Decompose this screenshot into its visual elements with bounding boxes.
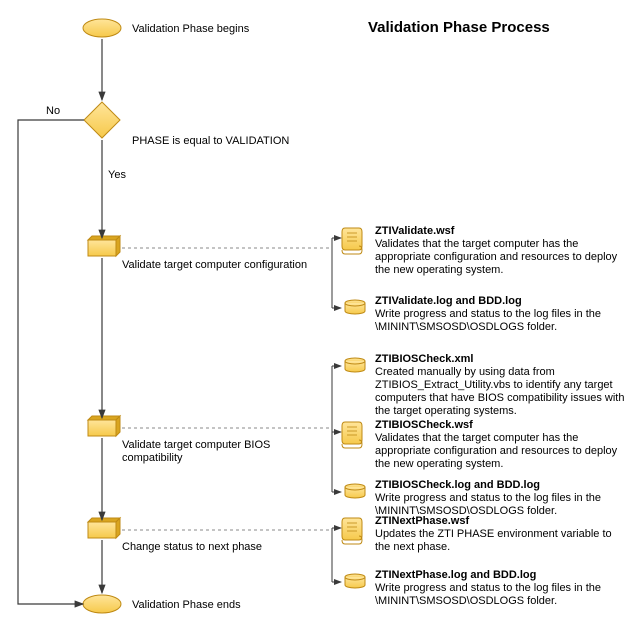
loopback-edge — [18, 120, 84, 604]
svg-text:Validation Phase Process: Validation Phase Process — [368, 19, 550, 36]
scroll-icon — [342, 422, 362, 448]
svg-text:No: No — [46, 105, 60, 117]
svg-text:Validate target computer BIOSc: Validate target computer BIOScompatibili… — [122, 439, 270, 464]
svg-text:ZTIBIOSCheck.xml: ZTIBIOSCheck.xml — [375, 353, 473, 365]
process: Validate target computer BIOScompatibili… — [88, 416, 270, 464]
svg-text:Yes: Yes — [108, 169, 126, 181]
db-icon — [345, 484, 365, 498]
svg-text:ZTIValidate.log and BDD.log: ZTIValidate.log and BDD.log — [375, 295, 522, 307]
terminator: Validation Phase ends — [83, 595, 241, 613]
db-icon — [345, 358, 365, 372]
svg-text:Change status to next phase: Change status to next phase — [122, 541, 262, 553]
svg-text:ZTIBIOSCheck.wsf: ZTIBIOSCheck.wsf — [375, 419, 473, 431]
svg-text:ZTIBIOSCheck.log and BDD.log: ZTIBIOSCheck.log and BDD.log — [375, 479, 540, 491]
svg-text:Updates the ZTI PHASE environm: Updates the ZTI PHASE environment variab… — [375, 528, 612, 553]
svg-text:Validation Phase ends: Validation Phase ends — [132, 599, 241, 611]
db-icon — [345, 574, 365, 588]
svg-text:ZTINextPhase.log and BDD.log: ZTINextPhase.log and BDD.log — [375, 569, 536, 581]
svg-text:Validates that the target comp: Validates that the target computer has t… — [375, 238, 618, 276]
svg-text:ZTIValidate.wsf: ZTIValidate.wsf — [375, 225, 455, 237]
decision: PHASE is equal to VALIDATION — [84, 102, 289, 147]
scroll-icon — [342, 228, 362, 254]
svg-text:ZTINextPhase.wsf: ZTINextPhase.wsf — [375, 515, 469, 527]
svg-text:Validate target computer confi: Validate target computer configuration — [122, 259, 307, 271]
process: Validate target computer configuration — [88, 236, 307, 271]
scroll-icon — [342, 518, 362, 544]
svg-text:Write progress and status to t: Write progress and status to the log fil… — [375, 492, 601, 517]
svg-text:PHASE is equal to VALIDATION: PHASE is equal to VALIDATION — [132, 135, 289, 147]
svg-text:Write progress and status to t: Write progress and status to the log fil… — [375, 582, 601, 607]
svg-text:Validates that the target comp: Validates that the target computer has t… — [375, 432, 618, 470]
svg-text:Validation Phase begins: Validation Phase begins — [132, 23, 250, 35]
db-icon — [345, 300, 365, 314]
svg-text:Created manually by using data: Created manually by using data fromZTIBI… — [375, 366, 624, 417]
process: Change status to next phase — [88, 518, 262, 553]
svg-text:Write progress and status to t: Write progress and status to the log fil… — [375, 308, 601, 333]
terminator: Validation Phase begins — [83, 19, 250, 37]
